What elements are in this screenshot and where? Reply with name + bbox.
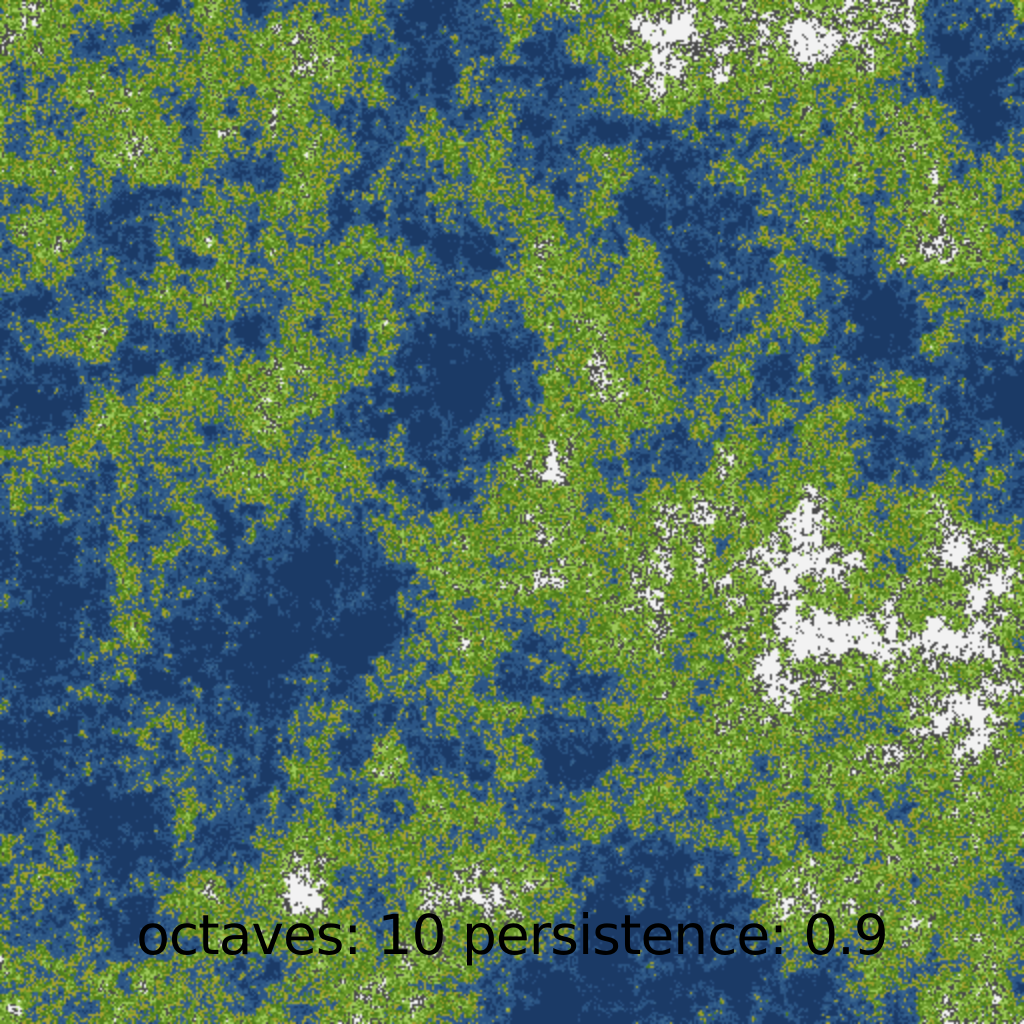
parameters-caption: octaves: 10 persistence: 0.9	[136, 903, 888, 967]
